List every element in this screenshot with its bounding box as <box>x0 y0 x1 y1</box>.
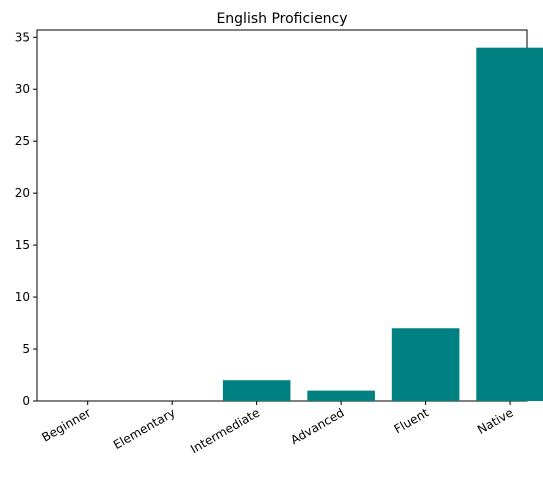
bar <box>391 328 460 401</box>
y-tick-label: 20 <box>15 186 30 200</box>
x-tick-label: Beginner <box>39 405 93 444</box>
y-tick-label: 30 <box>15 82 30 96</box>
chart-title: English Proficiency <box>216 11 347 27</box>
y-tick-label: 15 <box>15 238 30 252</box>
x-tick-label: Native <box>475 405 516 437</box>
y-tick-label: 5 <box>22 342 30 356</box>
bar <box>307 390 375 401</box>
x-tick-label: Fluent <box>392 405 432 436</box>
y-tick-label: 35 <box>15 30 30 44</box>
bar <box>476 47 543 402</box>
x-tick-label: Elementary <box>111 405 178 452</box>
x-tick-label: Intermediate <box>188 405 262 456</box>
y-tick-label: 25 <box>15 134 30 148</box>
bar <box>222 380 291 401</box>
y-tick-label: 0 <box>22 394 30 408</box>
y-tick-label: 10 <box>15 290 30 304</box>
x-tick-label: Advanced <box>288 405 346 447</box>
